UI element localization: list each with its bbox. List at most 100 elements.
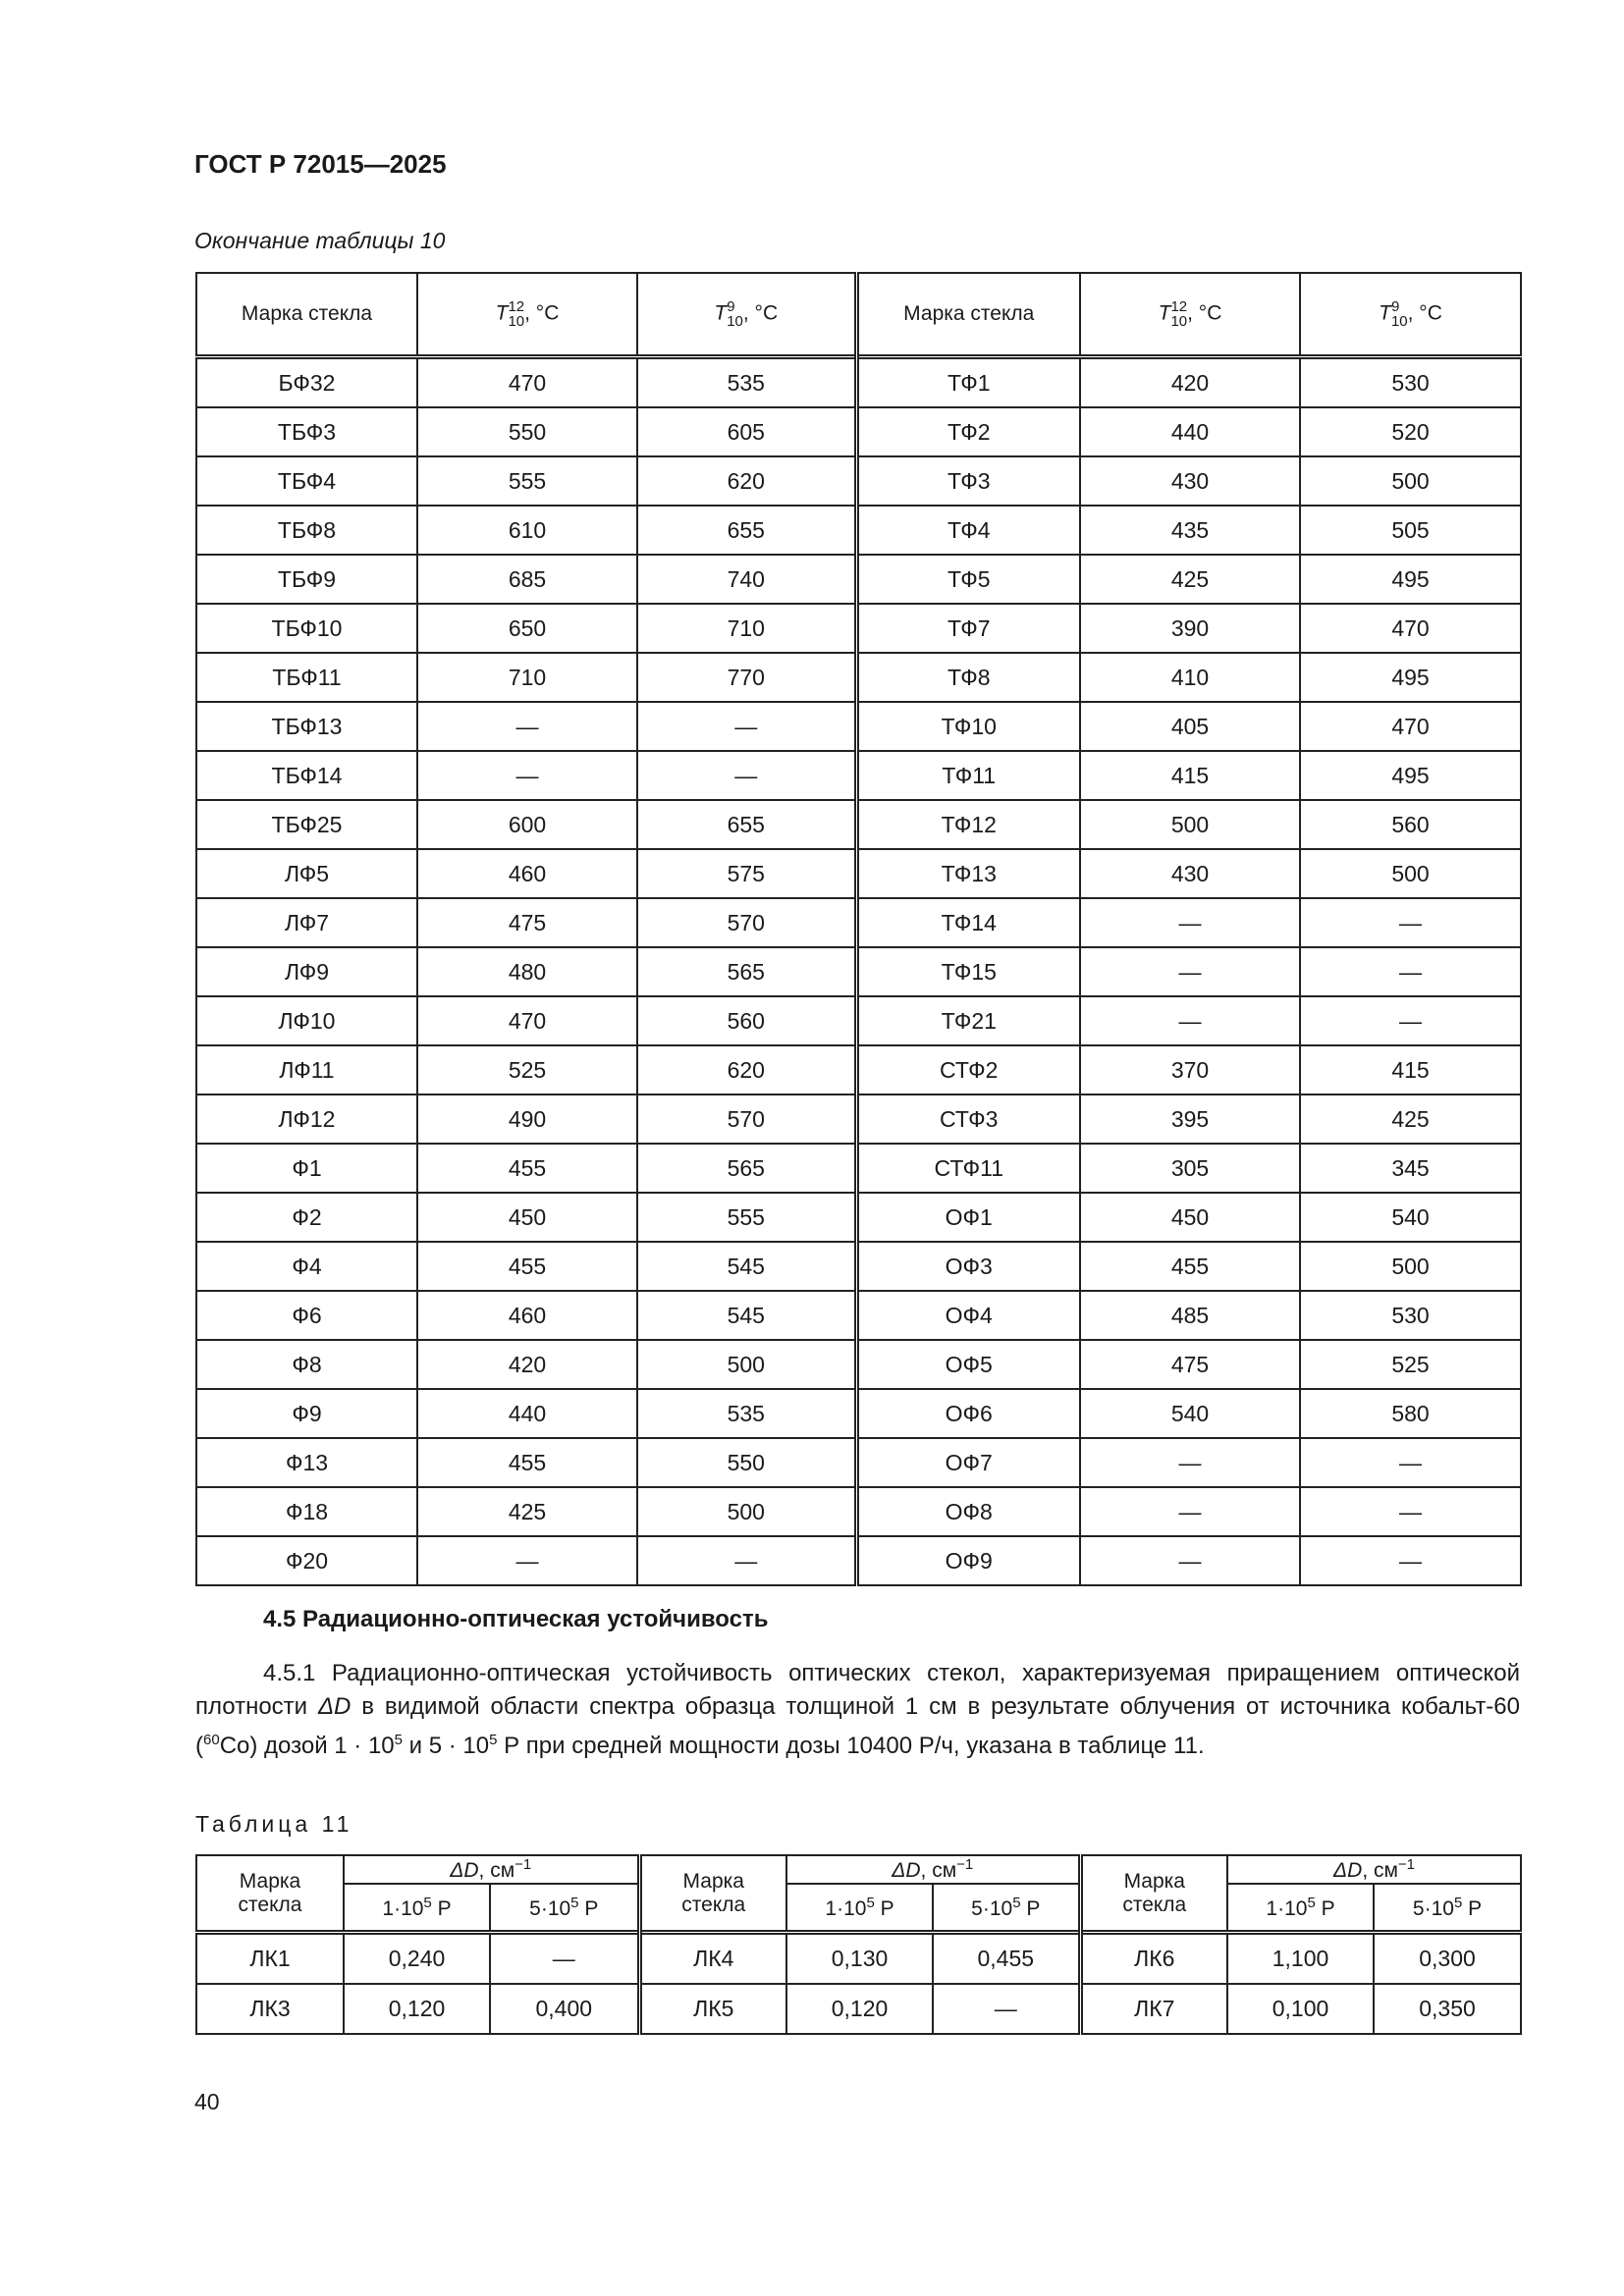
table-row: БФ32 470 535 ТФ1 420 530 — [195, 354, 1522, 408]
glass-grade: ТФ7 — [855, 603, 1081, 654]
header-row: Марка стекла T12 10, °C T9 10, °C Марка стекл… — [195, 272, 1522, 358]
unit: Р — [1020, 1896, 1041, 1920]
grade-label: стекла — [681, 1893, 746, 1916]
t9-value: 620 — [636, 1044, 859, 1095]
glass-grade: ТБФ25 — [195, 799, 418, 850]
t9-value: 560 — [636, 995, 859, 1046]
para-text: Co) дозой 1 · 10 — [219, 1733, 395, 1759]
glass-grade: ЛК4 — [638, 1930, 788, 1985]
grade-label: стекла — [1122, 1893, 1187, 1916]
t12-value: 395 — [1079, 1094, 1301, 1145]
table-row: Ф18 425 500 ОФ8— — — [195, 1486, 1522, 1537]
glass-grade: ЛФ10 — [195, 995, 418, 1046]
glass-grade: ОФ9 — [855, 1535, 1081, 1586]
glass-grade: ЛК5 — [638, 1983, 788, 2035]
table-row: Ф13 455 550 ОФ7— — — [195, 1437, 1522, 1488]
glass-grade: ОФ7 — [855, 1437, 1081, 1488]
subscript: 10 — [1390, 313, 1408, 330]
delta-d-5e5: — — [932, 1983, 1083, 2035]
t9-value: 570 — [636, 1094, 859, 1145]
table-row: ЛФ9 480 565 ТФ15— — — [195, 946, 1522, 997]
header-t9: T9 10, °C — [636, 272, 859, 358]
glass-grade: ТБФ13 — [195, 701, 418, 752]
dose: 1·10 — [825, 1896, 867, 1920]
glass-grade: СТФ3 — [855, 1094, 1081, 1145]
glass-grade: Ф1 — [195, 1143, 418, 1194]
header-grade: Марка стекла — [195, 272, 418, 358]
glass-grade: ЛФ9 — [195, 946, 418, 997]
t12-value: 710 — [416, 652, 638, 703]
t12-value: 685 — [416, 554, 638, 605]
symbol-t: T — [1158, 301, 1171, 325]
unit: Р — [874, 1896, 894, 1920]
delta-d-5e5: 0,400 — [488, 1983, 642, 2035]
glass-grade: ТФ1 — [855, 354, 1081, 408]
unit: , см — [1362, 1859, 1398, 1882]
table-row: ЛК3 0,120 0,400 ЛК5 0,120— ЛК7 0,100 0,350 — [195, 1983, 1523, 2035]
glass-grade: Ф8 — [195, 1339, 418, 1390]
unit: , °C — [524, 301, 560, 325]
glass-grade: ТФ21 — [855, 995, 1081, 1046]
header-t12: T12 10, °C — [1079, 272, 1301, 358]
t12-value: 410 — [1079, 652, 1301, 703]
page-number: 40 — [194, 2089, 220, 2114]
exponent: 5 — [866, 1894, 875, 1911]
header-delta-d: ΔD, см−1 — [1226, 1854, 1523, 1885]
t9-value: 520 — [1299, 406, 1522, 457]
t12-value: 600 — [416, 799, 638, 850]
t9-value: 500 — [1299, 1241, 1522, 1292]
t9-value: 565 — [636, 1143, 859, 1194]
glass-grade: ТБФ11 — [195, 652, 418, 703]
t9-value: 555 — [636, 1192, 859, 1243]
dose: 5·10 — [971, 1896, 1013, 1920]
glass-grade: ТФ10 — [855, 701, 1081, 752]
table-row: ТБФ13— — ТФ10 405 470 — [195, 701, 1522, 752]
glass-grade: ТБФ10 — [195, 603, 418, 654]
t9-value: 710 — [636, 603, 859, 654]
t9-value: — — [1299, 1535, 1522, 1586]
delta-d-5e5: 0,455 — [932, 1930, 1083, 1985]
exponent: 5 — [423, 1894, 432, 1911]
table-continuation-caption: Окончание таблицы 10 — [194, 228, 446, 253]
header-dose1: 1·105 Р — [343, 1883, 491, 1934]
glass-grade: БФ32 — [195, 354, 418, 408]
glass-grade: ТБФ8 — [195, 505, 418, 556]
t12-value: 425 — [1079, 554, 1301, 605]
table-row: ТБФ11 710 770 ТФ8 410 495 — [195, 652, 1522, 703]
unit: , °C — [1187, 301, 1222, 325]
t9-value: 525 — [1299, 1339, 1522, 1390]
table-row: Ф2 450 555 ОФ1 450 540 — [195, 1192, 1522, 1243]
t9-value: 770 — [636, 652, 859, 703]
t9-value: 545 — [636, 1241, 859, 1292]
t9-value: 530 — [1299, 1290, 1522, 1341]
header-grade: Марка стекла — [195, 1854, 345, 1935]
t12-value: 490 — [416, 1094, 638, 1145]
t9-value: 500 — [636, 1486, 859, 1537]
t12-value: 485 — [1079, 1290, 1301, 1341]
glass-grade: СТФ11 — [855, 1143, 1081, 1194]
subscript: 10 — [727, 313, 743, 330]
t12-value: 475 — [1079, 1339, 1301, 1390]
glass-grade: ТФ13 — [855, 848, 1081, 899]
t12-value: 450 — [416, 1192, 638, 1243]
t9-value: — — [1299, 897, 1522, 948]
table-row: Ф4 455 545 ОФ3 455 500 — [195, 1241, 1522, 1292]
glass-grade: ТФ12 — [855, 799, 1081, 850]
isotope-number: 60 — [203, 1732, 220, 1748]
t12-value: 430 — [1079, 848, 1301, 899]
glass-grade: СТФ2 — [855, 1044, 1081, 1095]
glass-grade: ТФ4 — [855, 505, 1081, 556]
glass-grade: ЛФ7 — [195, 897, 418, 948]
t12-value: 650 — [416, 603, 638, 654]
glass-grade: ТФ2 — [855, 406, 1081, 457]
table-11-caption: Таблица 11 — [195, 1811, 353, 1837]
t9-value: 500 — [1299, 455, 1522, 507]
delta-d-1e5: 0,240 — [343, 1930, 491, 1985]
unit: , см — [478, 1859, 515, 1882]
t12-value: 305 — [1079, 1143, 1301, 1194]
unit: , см — [920, 1859, 957, 1882]
t12-value: 450 — [1079, 1192, 1301, 1243]
symbol-t: T — [714, 301, 728, 325]
t12-value: 470 — [416, 995, 638, 1046]
t9-value: 495 — [1299, 652, 1522, 703]
